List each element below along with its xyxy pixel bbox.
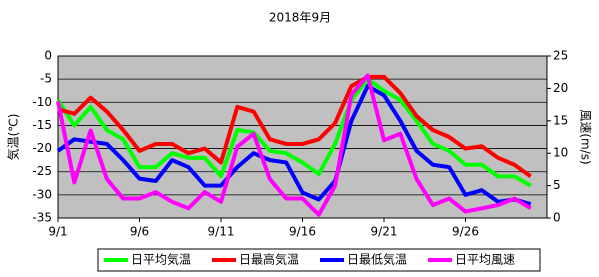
legend-label: 日最高気温 <box>239 252 299 267</box>
y-tick-label: 0 <box>44 49 52 63</box>
y2-tick-label: 5 <box>553 178 561 192</box>
x-tick-label: 9/16 <box>289 225 316 239</box>
y-tick-label: -15 <box>32 118 52 132</box>
x-tick-label: 9/1 <box>48 225 67 239</box>
series-line <box>56 73 532 217</box>
y-axis-label: 気温(℃) <box>6 114 21 161</box>
series-line <box>56 77 532 188</box>
series-line <box>56 84 532 207</box>
y-tick-label: -35 <box>32 211 52 225</box>
y-tick-label: -5 <box>40 72 52 86</box>
y-tick-label: -20 <box>32 141 52 155</box>
legend-label: 日最低気温 <box>347 252 407 267</box>
x-tick-label: 9/21 <box>371 225 398 239</box>
chart-title: 2018年9月 <box>269 11 331 25</box>
legend-label: 日平均風速 <box>455 253 515 267</box>
y2-tick-label: 0 <box>553 211 561 225</box>
legend-label: 日平均気温 <box>131 252 191 267</box>
legend-box <box>97 248 541 272</box>
x-tick-label: 9/11 <box>208 225 235 239</box>
series-line <box>57 74 532 178</box>
y2-axis-label: 風速(m/s) <box>579 109 593 164</box>
y2-tick-label: 15 <box>553 113 568 127</box>
y-tick-label: -25 <box>32 164 52 178</box>
y2-tick-label: 25 <box>553 49 568 63</box>
x-tick-label: 9/6 <box>130 225 149 239</box>
y2-tick-label: 20 <box>553 81 568 95</box>
y-tick-label: -10 <box>32 95 52 109</box>
y-tick-label: -30 <box>32 187 52 201</box>
x-tick-label: 9/26 <box>452 225 479 239</box>
y2-tick-label: 10 <box>553 146 568 160</box>
